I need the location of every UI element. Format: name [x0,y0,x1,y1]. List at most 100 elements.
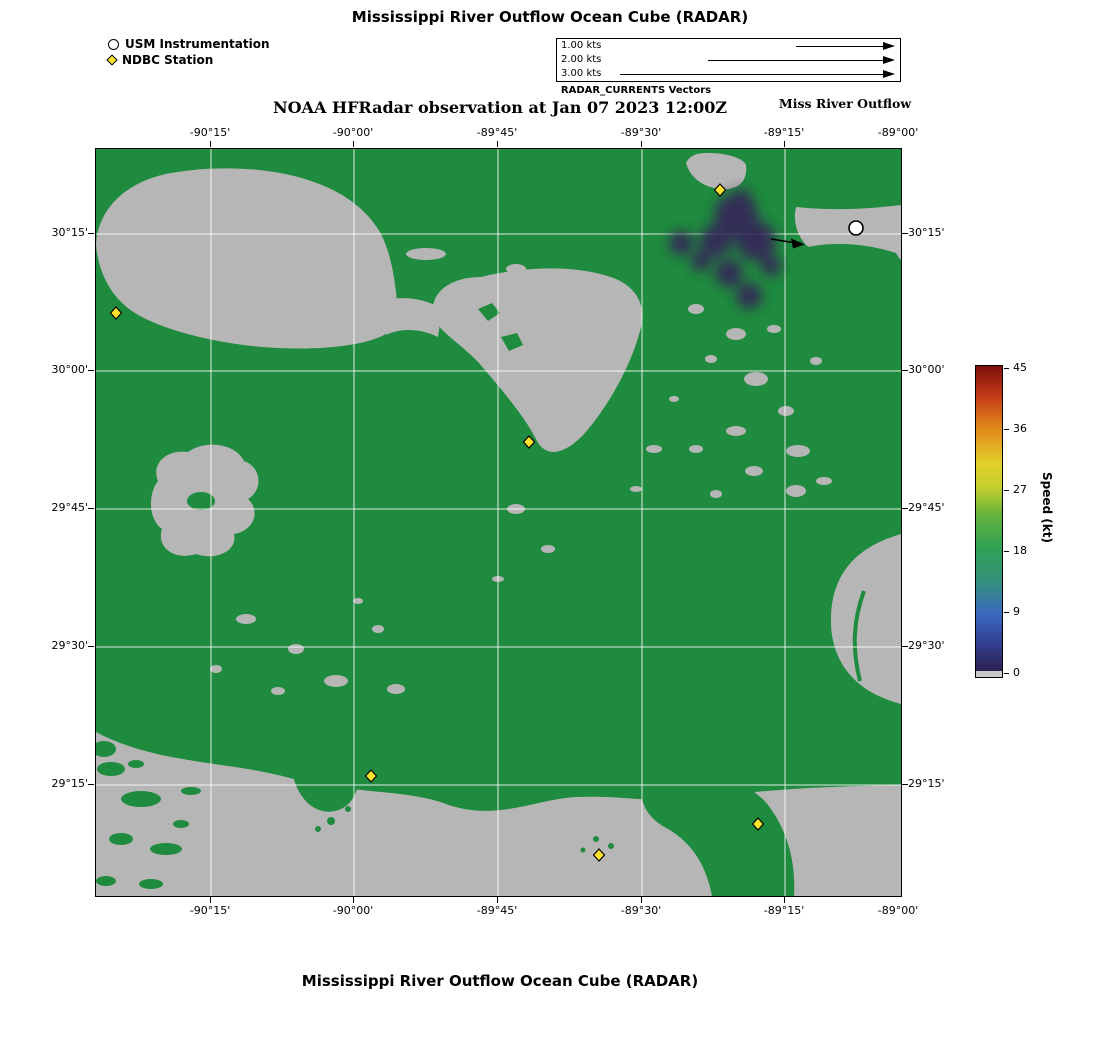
lat-tick-label: 30°15' [908,226,945,239]
vector-line [708,60,884,62]
vector-scale-row: 1.00 kts [557,39,900,53]
map-svg [92,149,901,896]
axis-tick [784,141,785,147]
colorbar-tick-label: 18 [1013,544,1027,557]
axis-tick [497,897,498,903]
lat-tick-label: 30°00' [51,363,88,376]
radar-data-blobs [669,189,781,309]
lat-tick-label: 29°30' [51,639,88,652]
legend-label: USM Instrumentation [125,37,270,51]
lon-tick-label: -89°00' [877,126,919,139]
vector-arrow-icon [883,42,895,50]
colorbar-gradient [976,366,1002,671]
lat-tick-label: 29°15' [51,777,88,790]
vector-arrow-icon [883,70,895,78]
lon-tick-label: -89°00' [877,904,919,917]
vector-scale-label: 2.00 kts [561,54,602,65]
axis-tick [88,784,94,785]
circle-marker-icon [108,38,119,50]
lat-tick-label: 29°15' [908,777,945,790]
colorbar-tick-label: 45 [1013,361,1027,374]
axis-tick [641,897,642,903]
marker-legend: USM Instrumentation NDBC Station [106,36,270,68]
chandeleur-islands [852,590,866,682]
colorbar-tick [1004,673,1009,674]
marsh-peninsula [292,734,359,812]
axis-tick [353,141,354,147]
colorbar [975,365,1003,678]
vector-line [620,74,884,76]
axis-tick [902,646,908,647]
ndbc-station-marker [592,848,606,862]
grid-lines [96,149,901,896]
legend-label: NDBC Station [122,53,214,67]
axis-tick [88,508,94,509]
axis-tick [353,897,354,903]
vector-scale-box: 1.00 kts 2.00 kts 3.00 kts [556,38,901,82]
lon-tick-label: -89°45' [476,126,518,139]
lake-island [187,492,215,510]
lat-tick-label: 29°45' [51,501,88,514]
vector-scale-caption: RADAR_CURRENTS Vectors [560,85,712,96]
vector-scale-label: 1.00 kts [561,40,602,51]
figure-subtitle: NOAA HFRadar observation at Jan 07 2023 … [272,98,728,117]
lat-tick-label: 29°45' [908,501,945,514]
figure-title: Mississippi River Outflow Ocean Cube (RA… [351,8,749,26]
lon-tick-label: -89°15' [763,904,805,917]
axis-tick [88,646,94,647]
colorbar-tick-label: 9 [1013,605,1020,618]
colorbar-title: Speed (kt) [1040,472,1054,543]
colorbar-tick [1004,490,1009,491]
ndbc-station-marker [109,306,123,320]
lon-tick-label: -90°00' [332,904,374,917]
lake-pontchartrain [96,168,397,349]
colorbar-tick-label: 36 [1013,422,1027,435]
axis-tick [210,897,211,903]
ndbc-station-marker [713,183,727,197]
axis-tick [88,370,94,371]
lon-tick-label: -90°00' [332,126,374,139]
lon-tick-label: -89°45' [476,904,518,917]
river-delta [641,767,795,896]
legend-row-ndbc: NDBC Station [106,52,270,68]
colorbar-tick [1004,368,1009,369]
vector-scale-row: 2.00 kts [557,53,900,67]
lon-tick-label: -90°15' [189,126,231,139]
axis-tick [497,141,498,147]
colorbar-tick [1004,612,1009,613]
usm-instrumentation-marker [848,220,864,236]
legend-row-usm: USM Instrumentation [108,36,270,52]
current-vector-arrow [770,238,805,249]
vector-scale-row: 3.00 kts [557,67,900,81]
vector-line [796,46,884,48]
rigolets-channel [382,298,442,337]
lon-tick-label: -90°15' [189,904,231,917]
axis-tick [88,233,94,234]
figure-bottom-title: Mississippi River Outflow Ocean Cube (RA… [301,972,699,990]
ndbc-station-marker [364,769,378,783]
axis-tick [784,897,785,903]
axis-tick [902,784,908,785]
region-label: Miss River Outflow [778,96,912,111]
vector-arrow-icon [883,56,895,64]
map-plot [92,148,902,897]
axis-tick [641,141,642,147]
colorbar-tick [1004,429,1009,430]
colorbar-underflow [976,671,1002,677]
axis-tick [902,233,908,234]
lat-tick-label: 30°15' [51,226,88,239]
ndbc-station-marker [751,817,765,831]
ndbc-station-markers [109,183,765,862]
colorbar-tick-label: 27 [1013,483,1027,496]
lat-tick-label: 30°00' [908,363,945,376]
lon-tick-label: -89°15' [763,126,805,139]
coastal-spit [808,243,901,269]
lon-tick-label: -89°30' [620,904,662,917]
islands-and-delta [92,243,901,896]
axis-tick [902,370,908,371]
coastal-bay [686,153,747,190]
axis-tick [902,508,908,509]
axis-tick [210,141,211,147]
vector-scale-label: 3.00 kts [561,68,602,79]
